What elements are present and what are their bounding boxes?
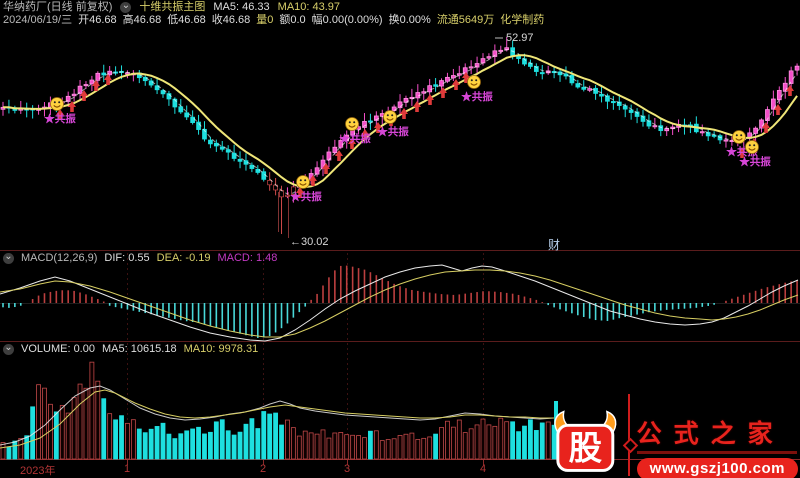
smiley-signal-icon (745, 140, 759, 154)
resonance-label: ★共振 (377, 125, 409, 138)
quote-turnover: 换0.00% (388, 14, 431, 26)
logo-char: 股 (569, 431, 603, 468)
macd-header: ⌄ MACD(12,26,9) DIF: 0.55 DEA: -0.19 MAC… (3, 252, 277, 265)
quote-float-shares: 流通5649万 (436, 14, 495, 26)
collapse-volume-icon[interactable]: ⌄ (3, 344, 14, 355)
quote-range: 幅0.00(0.00%) (311, 14, 383, 26)
diamond-icon (622, 437, 638, 454)
year-label: 2023年 (20, 465, 56, 477)
smiley-signal-icon (345, 117, 359, 131)
resonance-label: ★共振 (739, 155, 771, 168)
month-label: 1 (124, 463, 131, 475)
logo-blob (556, 423, 615, 472)
month-label: 4 (480, 463, 487, 475)
site-url[interactable]: www.gszj100.com (636, 458, 798, 478)
smiley-signal-icon (296, 175, 310, 189)
volume-value[interactable]: VOLUME: 0.00 (21, 343, 95, 355)
macd-indicator-label[interactable]: MACD(12,26,9) (21, 252, 98, 264)
smiley-signal-icon (732, 130, 746, 144)
logo-divider (622, 394, 638, 476)
resonance-label: ★共振 (461, 90, 493, 103)
ma10-value: MA10: 43.97 (277, 1, 341, 13)
indicator-name[interactable]: 十维共振主图 (139, 1, 206, 13)
dif-value: DIF: 0.55 (104, 252, 150, 264)
low-price-label: ←30.02 (290, 236, 329, 248)
site-name: 公式之家 (636, 420, 785, 448)
title-bar: 华纳药厂(日线 前复权) ⌄ 十维共振主图 MA5: 46.33 MA10: 4… (3, 0, 340, 14)
quote-industry: 化学制药 (500, 14, 545, 26)
stock-title: 华纳药厂(日线 前复权) (3, 1, 113, 13)
ma5-value: MA5: 46.33 (213, 1, 270, 13)
month-label: 3 (344, 463, 351, 475)
high-price-label: 52.97 (506, 32, 534, 44)
quote-amount: 额0.0 (279, 14, 306, 26)
smiley-signal-icon (50, 97, 64, 111)
resonance-label: ★共振 (290, 190, 322, 203)
site-watermark: 股 公式之家 www.gszj100.com (550, 392, 798, 478)
volume-ma10: MA10: 9978.31 (183, 343, 259, 355)
macd-value: MACD: 1.48 (217, 252, 278, 264)
quote-high: 高46.68 (122, 14, 162, 26)
time-axis[interactable]: 2023年 1 2 3 4 (0, 461, 800, 478)
quote-open: 开46.68 (78, 14, 117, 26)
smiley-signal-icon (467, 75, 481, 89)
collapse-main-icon[interactable]: ⌄ (120, 1, 132, 13)
resonance-label: ★共振 (44, 112, 76, 125)
volume-ma5: MA5: 10615.18 (101, 343, 177, 355)
volume-header: ⌄ VOLUME: 0.00 MA5: 10615.18 MA10: 9978.… (3, 343, 258, 356)
collapse-macd-icon[interactable]: ⌄ (3, 253, 14, 264)
cai-watermark: 财 (548, 238, 560, 252)
month-label: 2 (260, 463, 267, 475)
quote-bar: 2024/06/19/三 开46.68 高46.68 低46.68 收46.68… (3, 13, 544, 27)
smiley-signal-icon (383, 110, 397, 124)
quote-date: 2024/06/19/三 (3, 14, 73, 26)
dea-value: DEA: -0.19 (156, 252, 211, 264)
quote-close: 收46.68 (211, 14, 251, 26)
bull-stock-logo-icon: 股 (554, 410, 617, 472)
quote-volume: 量0 (256, 14, 274, 26)
resonance-label: ★共振 (339, 132, 371, 145)
quote-low: 低46.68 (167, 14, 206, 26)
logo-underline (636, 451, 797, 454)
